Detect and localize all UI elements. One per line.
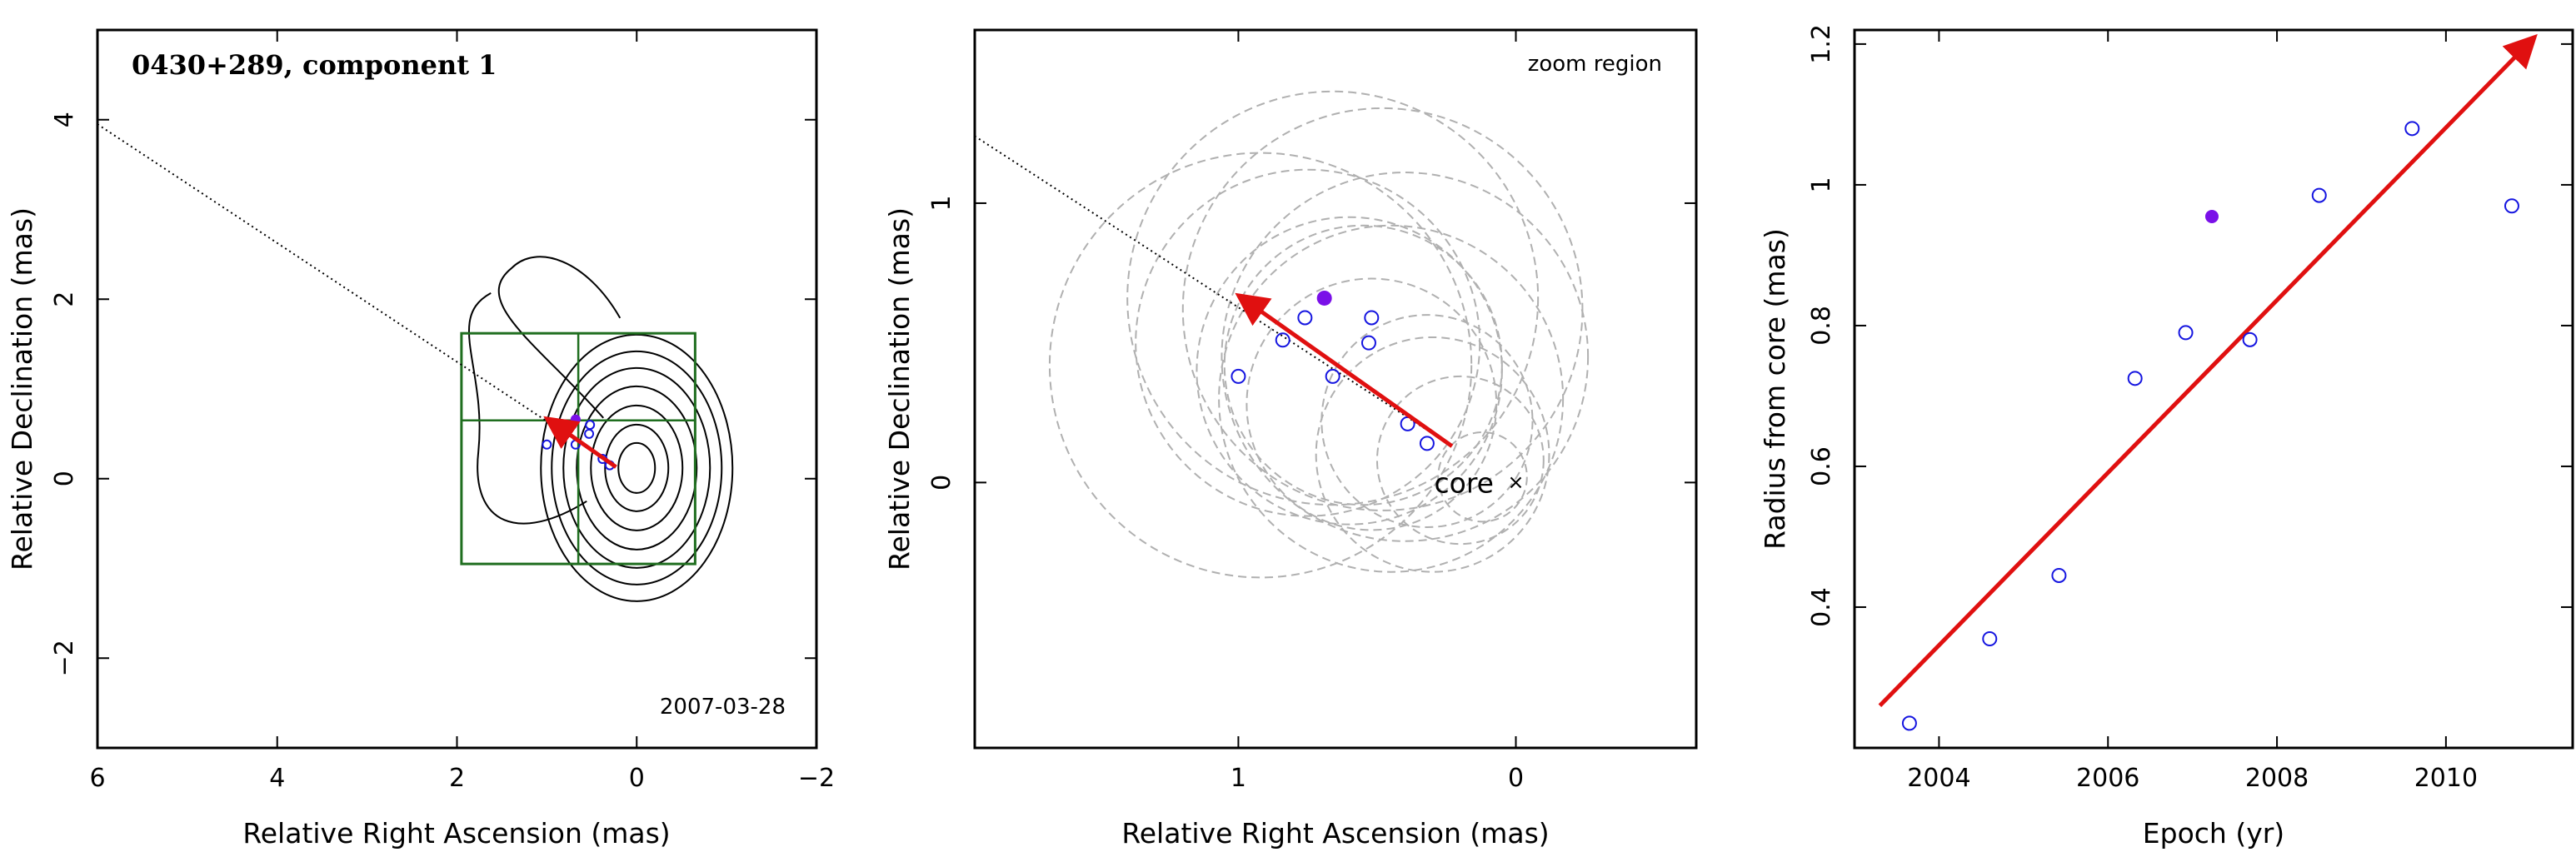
map-x-tick-label: 6 <box>89 764 105 793</box>
zoom-data-point <box>1325 368 1340 384</box>
zoom-y-axis-title: Relative Declination (mas) <box>883 207 916 571</box>
map-data-point <box>542 439 552 450</box>
zoom-x-tick-label: 0 <box>1508 764 1524 793</box>
map-highlight-point <box>570 414 581 425</box>
zoom-error-circle <box>1315 336 1550 573</box>
zoom-error-circle <box>1246 277 1498 531</box>
radius-data-point <box>2178 325 2194 341</box>
zoom-error-circle <box>1126 90 1540 506</box>
map-x-tick-label: 4 <box>269 764 285 793</box>
map-title: 0430+289, component 1 <box>132 49 497 81</box>
radius-data-point <box>2404 121 2420 137</box>
map-x-tick-label: 0 <box>629 764 645 793</box>
map-panel: 6 4 2 0 −2 −2 0 2 4 0430+289, component 1 2007-0… <box>6 28 835 850</box>
map-date-label: 2007-03-28 <box>660 695 786 720</box>
map-y-axis-title: Relative Declination (mas) <box>6 207 38 571</box>
zoom-error-circle <box>1048 152 1473 579</box>
zoom-core-label: core <box>1435 466 1494 499</box>
map-trajectory-line <box>97 123 617 468</box>
zoom-motion-arrow <box>1235 292 1454 448</box>
map-contour <box>540 333 734 602</box>
map-contour <box>576 385 698 551</box>
radius-data-point <box>2311 187 2327 203</box>
zoom-trajectory-line <box>975 135 1453 447</box>
zoom-frame <box>973 28 1698 750</box>
map-frame <box>96 28 818 750</box>
zoom-plot-layer <box>975 90 1590 579</box>
radius-data-point <box>2504 198 2519 214</box>
map-y-tick-label: 2 <box>50 291 79 307</box>
map-contour <box>551 350 723 585</box>
radius-panel: 2004 2006 2008 2010 0.4 0.6 0.8 1 1.2 Epoch (yr)… <box>1759 24 2574 850</box>
map-contour <box>467 291 587 525</box>
map-plot-layer <box>97 123 734 602</box>
map-y-tick-label: 0 <box>50 471 79 486</box>
map-contour <box>604 423 670 512</box>
zoom-data-point <box>1364 310 1380 326</box>
zoom-data-point <box>1360 335 1376 351</box>
radius-y-tick-label: 0.8 <box>1807 306 1836 346</box>
zoom-panel: 1 0 0 1 zoom region core Relative Right Asc… <box>883 28 1698 850</box>
zoom-data-point <box>1231 368 1246 384</box>
radius-data-point <box>2242 331 2258 347</box>
radius-x-tick-label: 2004 <box>1907 764 1970 793</box>
radius-x-tick-label: 2008 <box>2245 764 2309 793</box>
zoom-data-point <box>1419 436 1435 451</box>
radius-x-tick-label: 2010 <box>2414 764 2478 793</box>
map-x-axis-title: Relative Right Ascension (mas) <box>242 817 670 850</box>
zoom-error-circle <box>1221 172 1590 542</box>
zoom-error-circle <box>1223 224 1503 506</box>
radius-ticks: 2004 2006 2008 2010 0.4 0.6 0.8 1 1.2 <box>1807 24 2573 793</box>
radius-highlight-point <box>2204 209 2219 223</box>
radius-data-point <box>2051 567 2067 583</box>
map-data-point <box>584 428 595 439</box>
radius-data-point <box>1982 631 1998 647</box>
zoom-x-axis-title: Relative Right Ascension (mas) <box>1121 817 1549 850</box>
zoom-data-point <box>1297 310 1313 326</box>
radius-frame <box>1853 28 2574 750</box>
zoom-data-point <box>1275 332 1290 348</box>
map-contour <box>590 404 684 531</box>
zoom-ticks: 1 0 0 1 <box>927 30 1696 793</box>
map-data-point <box>585 420 596 431</box>
zoom-error-circle <box>1437 431 1528 523</box>
map-contour <box>617 441 656 494</box>
radius-x-tick-label: 2006 <box>2076 764 2139 793</box>
zoom-error-circle <box>1320 314 1534 529</box>
radius-y-tick-label: 1.2 <box>1807 24 1836 64</box>
map-contour <box>497 256 622 419</box>
zoom-error-circle <box>1218 224 1565 573</box>
zoom-y-tick-label: 0 <box>927 475 956 491</box>
radius-y-tick-label: 1 <box>1807 177 1836 192</box>
radius-data-point <box>2127 371 2143 386</box>
radius-y-axis-title: Radius from core (mas) <box>1759 228 1791 550</box>
zoom-error-circle <box>1181 107 1584 511</box>
radius-x-axis-title: Epoch (yr) <box>2143 817 2284 850</box>
radius-fit-arrow <box>1878 33 2538 708</box>
map-y-tick-label: 4 <box>50 112 79 127</box>
zoom-y-tick-label: 1 <box>927 195 956 211</box>
zoom-x-tick-label: 1 <box>1231 764 1246 793</box>
zoom-highlight-point <box>1316 290 1332 306</box>
map-x-tick-label: −2 <box>798 764 835 793</box>
radius-y-tick-label: 0.6 <box>1807 446 1836 486</box>
radius-y-tick-label: 0.4 <box>1807 587 1836 627</box>
map-y-tick-label: −2 <box>50 640 79 676</box>
map-motion-arrow <box>543 416 617 469</box>
map-ticks: 6 4 2 0 −2 −2 0 2 4 <box>50 30 835 793</box>
radius-plot-layer <box>1878 33 2538 731</box>
map-contour <box>562 366 711 569</box>
zoom-region-label: zoom region <box>1528 52 1662 77</box>
radius-data-point <box>1901 715 1917 731</box>
map-x-tick-label: 2 <box>449 764 465 793</box>
zoom-error-circle <box>1375 375 1545 546</box>
zoom-core-marker <box>1510 476 1522 489</box>
